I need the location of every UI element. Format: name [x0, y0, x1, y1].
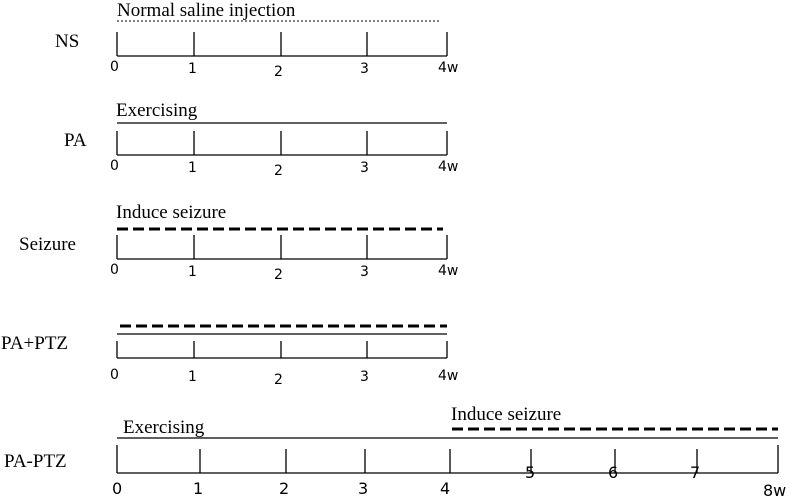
tick-label: 2	[274, 267, 283, 283]
pa-ptz-seq-seizure-annotation: Induce seizure	[451, 404, 561, 425]
ns-row-label: NS	[55, 31, 79, 52]
row-ns: Normal saline injection NS 0 1 2 3 4w	[55, 0, 458, 80]
tick-label: 4w	[438, 368, 458, 384]
pa-ptz-seq-axis	[116, 445, 779, 474]
tick-label: 3	[360, 61, 369, 77]
tick-label: 1	[188, 369, 197, 385]
seizure-annotation: Induce seizure	[116, 202, 226, 223]
pa-annotation: Exercising	[116, 100, 198, 121]
tick-label: 4w	[438, 60, 458, 76]
tick-label: 1	[188, 61, 197, 77]
tick-label: 3	[358, 479, 368, 497]
tick-label: 0	[110, 367, 119, 383]
row-pa-ptz-sequential: Exercising Induce seizure PA-PTZ 0 1 2 3…	[4, 404, 786, 497]
tick-label: 0	[110, 158, 119, 174]
row-seizure: Induce seizure Seizure 0 1 2 3 4w	[19, 202, 458, 283]
ns-axis	[116, 32, 448, 57]
pa-axis	[116, 131, 448, 156]
row-pa: Exercising PA 0 1 2 3 4w	[64, 100, 458, 179]
tick-label: 1	[188, 264, 197, 280]
tick-label: 0	[110, 59, 119, 75]
tick-label: 2	[279, 479, 289, 497]
seizure-row-label: Seizure	[19, 234, 76, 255]
tick-label: 1	[193, 479, 203, 497]
tick-label: 3	[360, 369, 369, 385]
tick-label: 4w	[438, 159, 458, 175]
tick-label: 4w	[438, 263, 458, 279]
pa-ptz-row-label: PA+PTZ	[1, 333, 68, 354]
tick-label: 2	[274, 163, 283, 179]
tick-label: 5	[525, 463, 535, 482]
seizure-axis	[116, 235, 448, 260]
ns-annotation: Normal saline injection	[117, 0, 296, 21]
tick-label: 8w	[763, 481, 786, 497]
pa-row-label: PA	[64, 130, 87, 151]
row-pa-ptz-combined: PA+PTZ 0 1 2 3 4w	[1, 324, 458, 388]
tick-label: 2	[274, 64, 283, 80]
tick-label: 3	[360, 160, 369, 176]
tick-label: 4	[440, 479, 450, 497]
pa-ptz-axis	[116, 341, 448, 359]
tick-label: 6	[608, 463, 618, 482]
tick-label: 2	[274, 372, 283, 388]
tick-label: 0	[112, 479, 122, 497]
tick-label: 3	[360, 264, 369, 280]
tick-label: 7	[690, 463, 700, 482]
tick-label: 1	[188, 160, 197, 176]
tick-label: 0	[110, 262, 119, 278]
pa-ptz-seq-exercise-annotation: Exercising	[123, 417, 205, 438]
pa-ptz-seq-row-label: PA-PTZ	[4, 451, 67, 472]
